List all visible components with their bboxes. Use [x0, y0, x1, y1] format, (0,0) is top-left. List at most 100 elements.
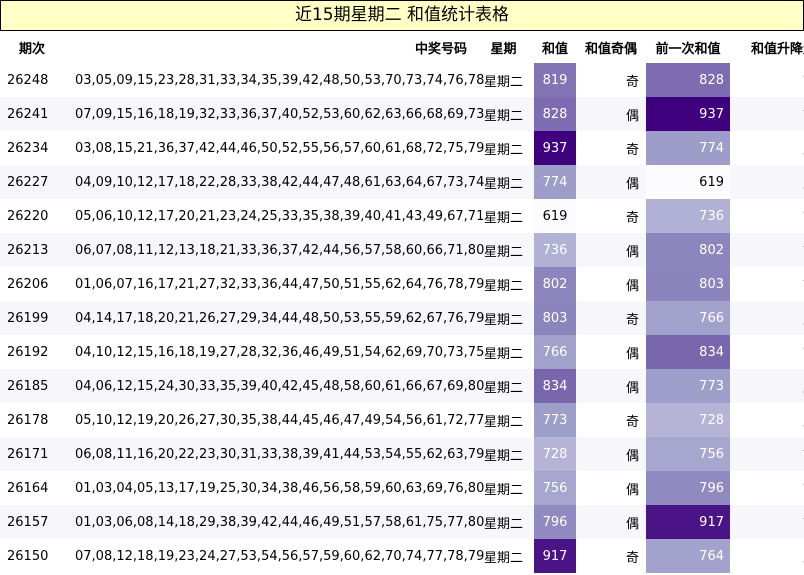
cell-weekday: 星期二	[473, 437, 534, 471]
cell-parity: 奇	[576, 301, 646, 335]
table-row: 26178 05,10,12,19,20,26,27,30,35,38,44,45…	[0, 403, 804, 437]
cell-weekday: 星期二	[483, 278, 523, 294]
cell-numbers: 07,09,15,16,18,19,32,33,36,37,40,52,53,6…	[75, 97, 484, 131]
cell-prev-sum: 728	[646, 403, 730, 437]
header-prev-sum: 前一次和值	[655, 41, 721, 57]
cell-sum: 917	[534, 539, 576, 573]
cell-trend: 上升	[730, 403, 804, 437]
table-row: 26199 04,14,17,18,20,21,26,27,29,34,44,48…	[0, 301, 804, 335]
cell-numbers: 01,06,07,16,17,21,27,32,33,36,44,47,50,5…	[75, 276, 485, 292]
cell-prev-sum: 834	[646, 335, 730, 369]
cell-weekday: 星期二	[483, 482, 523, 498]
table-row: 26192 04,10,12,15,16,18,19,27,28,32,36,46…	[0, 335, 804, 369]
cell-trend: 上升	[730, 301, 804, 335]
cell-parity: 偶	[576, 505, 646, 539]
cell-period: 26199	[0, 301, 75, 335]
cell-numbers: 04,10,12,15,16,18,19,27,28,32,36,46,49,5…	[75, 344, 485, 360]
header-parity: 和值奇偶	[584, 41, 637, 57]
cell-period: 26248	[7, 72, 49, 88]
table-row: 26171 06,08,11,16,20,22,23,30,31,33,38,39…	[0, 437, 804, 471]
cell-trend: 下降	[730, 335, 804, 369]
header-period: 期次	[19, 41, 46, 57]
cell-numbers: 05,10,12,19,20,26,27,30,35,38,44,45,46,4…	[75, 412, 485, 428]
cell-weekday: 星期二	[483, 346, 523, 362]
cell-period: 26206	[7, 276, 49, 292]
cell-period: 26234	[7, 140, 49, 156]
cell-numbers: 04,14,17,18,20,21,26,27,29,34,44,48,50,5…	[75, 301, 484, 335]
table-row: 26248 03,05,09,15,23,28,31,33,34,35,39,42…	[0, 63, 804, 97]
table-row: 26234 03,08,15,21,36,37,42,44,46,50,52,55…	[0, 131, 804, 165]
cell-parity: 偶	[625, 482, 639, 498]
cell-prev-sum: 619	[646, 165, 730, 199]
cell-numbers: 05,06,10,12,17,20,21,23,24,25,33,35,38,3…	[75, 208, 485, 224]
cell-prev-sum: 937	[646, 97, 730, 131]
cell-prev-sum: 756	[646, 437, 730, 471]
cell-trend: 下降	[730, 233, 804, 267]
cell-parity: 奇	[625, 414, 639, 430]
cell-weekday: 星期二	[473, 97, 534, 131]
cell-trend: 上升	[730, 539, 804, 573]
cell-period: 26157	[0, 505, 75, 539]
cell-parity: 奇	[625, 210, 639, 226]
cell-numbers: 03,05,09,15,23,28,31,33,34,35,39,42,48,5…	[75, 72, 485, 88]
header-trend: 和值升降走势	[750, 41, 804, 57]
cell-parity: 偶	[625, 346, 639, 362]
table-row: 26241 07,09,15,16,18,19,32,33,36,37,40,52…	[0, 97, 804, 131]
cell-period: 26192	[7, 344, 49, 360]
sum-statistics-table: 期次 中奖号码 星期 和值 和值奇偶 前一次和值 和值升降走势 26248 03,…	[0, 31, 804, 573]
table-row: 26213 06,07,08,11,12,13,18,21,33,36,37,42…	[0, 233, 804, 267]
cell-prev-sum: 917	[646, 505, 730, 539]
cell-period: 26220	[7, 208, 49, 224]
header-weekday: 星期	[490, 41, 517, 57]
cell-prev-sum: 828	[646, 63, 730, 97]
cell-period: 26164	[7, 480, 49, 496]
cell-numbers: 06,08,11,16,20,22,23,30,31,33,38,39,41,4…	[75, 437, 484, 471]
cell-parity: 奇	[625, 142, 639, 158]
cell-weekday: 星期二	[473, 369, 534, 403]
cell-parity: 偶	[576, 165, 646, 199]
table-row: 26206 01,06,07,16,17,21,27,32,33,36,44,47…	[0, 267, 804, 301]
table-row: 26164 01,03,04,05,13,17,19,25,30,34,38,46…	[0, 471, 804, 505]
cell-parity: 奇	[625, 550, 639, 566]
header-numbers: 中奖号码	[414, 41, 467, 57]
cell-numbers: 01,03,04,05,13,17,19,25,30,34,38,46,56,5…	[75, 480, 485, 496]
cell-trend: 下降	[730, 199, 804, 233]
cell-trend: 下降	[730, 267, 804, 301]
cell-numbers: 07,08,12,18,19,23,24,27,53,54,56,57,59,6…	[75, 548, 485, 564]
cell-parity: 偶	[625, 278, 639, 294]
cell-numbers: 04,06,12,15,24,30,33,35,39,40,42,45,48,5…	[75, 369, 484, 403]
cell-trend: 上升	[730, 165, 804, 199]
cell-period: 26171	[0, 437, 75, 471]
cell-sum: 773	[534, 403, 576, 437]
cell-prev-sum: 766	[646, 301, 730, 335]
cell-sum: 802	[534, 267, 576, 301]
cell-parity: 奇	[625, 74, 639, 90]
cell-weekday: 星期二	[473, 301, 534, 335]
cell-sum: 828	[534, 97, 576, 131]
cell-sum: 736	[534, 233, 576, 267]
cell-period: 26150	[7, 548, 49, 564]
cell-parity: 偶	[576, 233, 646, 267]
cell-numbers: 03,08,15,21,36,37,42,44,46,50,52,55,56,5…	[75, 140, 485, 156]
cell-trend: 上升	[730, 369, 804, 403]
cell-sum: 774	[534, 165, 576, 199]
cell-sum: 819	[534, 63, 576, 97]
cell-weekday: 星期二	[473, 165, 534, 199]
cell-parity: 偶	[576, 97, 646, 131]
cell-sum: 803	[534, 301, 576, 335]
cell-numbers: 06,07,08,11,12,13,18,21,33,36,37,42,44,5…	[75, 233, 484, 267]
cell-sum: 619	[534, 199, 576, 233]
cell-sum: 937	[534, 131, 576, 165]
cell-weekday: 星期二	[483, 550, 523, 566]
table-row: 26220 05,06,10,12,17,20,21,23,24,25,33,35…	[0, 199, 804, 233]
table-title: 近15期星期二 和值统计表格	[0, 0, 804, 31]
cell-period: 26241	[0, 97, 75, 131]
cell-weekday: 星期二	[473, 233, 534, 267]
cell-trend: 下降	[730, 63, 804, 97]
header-sum: 和值	[541, 41, 568, 57]
cell-trend: 上升	[730, 131, 804, 165]
cell-period: 26227	[0, 165, 75, 199]
cell-sum: 834	[534, 369, 576, 403]
cell-prev-sum: 764	[646, 539, 730, 573]
cell-weekday: 星期二	[473, 505, 534, 539]
